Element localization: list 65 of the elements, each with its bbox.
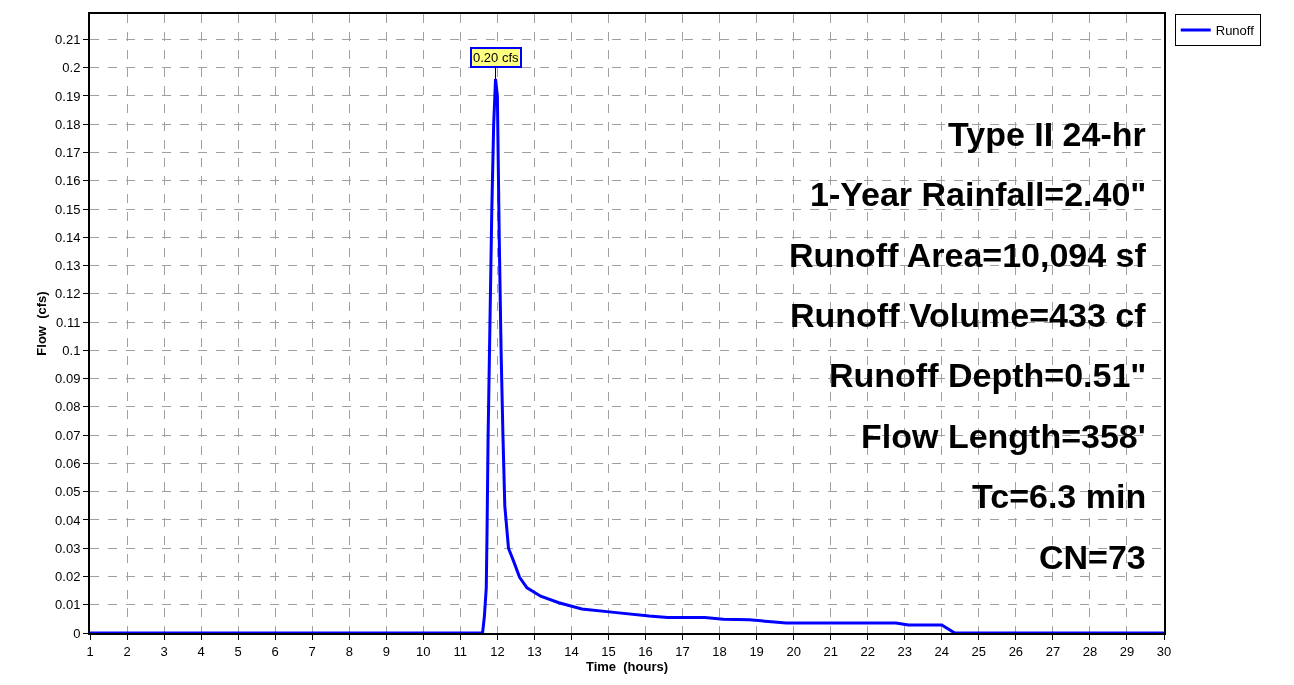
x-tick-label: 14 xyxy=(564,643,579,659)
x-tick-label: 6 xyxy=(271,643,279,659)
annotation: Runoff Area=10,094 sf xyxy=(789,236,1147,274)
y-tick-label: 0.12 xyxy=(55,286,81,302)
y-tick-label: 0.18 xyxy=(55,116,81,132)
x-tick-label: 1 xyxy=(86,643,94,659)
x-tick-label: 2 xyxy=(123,643,131,659)
annotation: 1-Year Rainfall=2.40" xyxy=(810,175,1147,213)
y-tick-label: 0 xyxy=(73,625,81,641)
x-tick-label: 17 xyxy=(675,643,690,659)
x-tick-label: 10 xyxy=(416,643,431,659)
x-tick-label: 15 xyxy=(601,643,616,659)
y-tick-label: 0.16 xyxy=(55,173,81,189)
x-axis-title: Time (hours) xyxy=(585,658,669,674)
x-tick-label: 18 xyxy=(712,643,727,659)
y-tick-label: 0.19 xyxy=(55,88,81,104)
x-tick-label: 20 xyxy=(786,643,801,659)
y-tick-label: 0.11 xyxy=(56,314,81,330)
annotation: CN=73 xyxy=(1039,538,1146,576)
y-tick-label: 0.1 xyxy=(62,342,81,358)
y-tick-label: 0.01 xyxy=(55,597,81,613)
x-tick-label: 12 xyxy=(490,643,505,659)
y-tick-label: 0.14 xyxy=(55,229,81,245)
x-tick-label: 24 xyxy=(934,643,950,659)
y-tick-label: 0.02 xyxy=(55,569,81,585)
annotation: Runoff Volume=433 cf xyxy=(790,296,1147,334)
x-tick-label: 3 xyxy=(160,643,168,659)
x-tick-label: 25 xyxy=(971,643,987,659)
y-tick-label: 0.15 xyxy=(55,201,81,217)
y-tick-label: 0.08 xyxy=(55,399,81,415)
annotation: Tc=6.3 min xyxy=(972,477,1147,515)
x-tick-label: 26 xyxy=(1008,643,1024,659)
x-tick-label: 29 xyxy=(1119,643,1135,659)
x-tick-label: 21 xyxy=(823,643,838,659)
annotation: Type II 24-hr xyxy=(948,115,1146,153)
x-tick-label: 28 xyxy=(1082,643,1098,659)
x-tick-label: 5 xyxy=(234,643,242,659)
y-tick-label: 0.17 xyxy=(55,145,81,161)
x-tick-label: 8 xyxy=(345,643,353,659)
y-axis-title: Flow (cfs) xyxy=(33,291,49,356)
y-tick-label: 0.05 xyxy=(55,484,81,500)
y-tick-label: 0.04 xyxy=(55,512,81,528)
y-tick-label: 0.06 xyxy=(55,455,81,471)
annotation: 0.20 cfs xyxy=(473,50,520,65)
y-tick-label: 0.07 xyxy=(55,427,81,443)
x-tick-label: 13 xyxy=(527,643,542,659)
y-tick-label: 0.13 xyxy=(55,258,81,274)
x-tick-label: 22 xyxy=(860,643,875,659)
x-tick-label: 30 xyxy=(1156,643,1172,659)
y-tick-label: 0.03 xyxy=(55,540,81,556)
y-tick-label: 0.2 xyxy=(62,60,81,76)
y-tick-label: 0.21 xyxy=(55,31,81,47)
line-series xyxy=(90,77,1164,633)
annotation: Runoff Depth=0.51" xyxy=(829,356,1147,394)
legend-label: Runoff xyxy=(1215,23,1255,39)
x-tick-label: 4 xyxy=(197,643,205,659)
x-tick-label: 23 xyxy=(897,643,912,659)
x-tick-label: 7 xyxy=(308,643,316,659)
x-tick-label: 27 xyxy=(1045,643,1061,659)
x-tick-label: 19 xyxy=(749,643,764,659)
annotation: Flow Length=358' xyxy=(861,417,1146,455)
y-tick-label: 0.09 xyxy=(55,371,81,387)
x-tick-label: 11 xyxy=(453,643,468,659)
x-tick-label: 16 xyxy=(638,643,653,659)
x-tick-label: 9 xyxy=(382,643,390,659)
